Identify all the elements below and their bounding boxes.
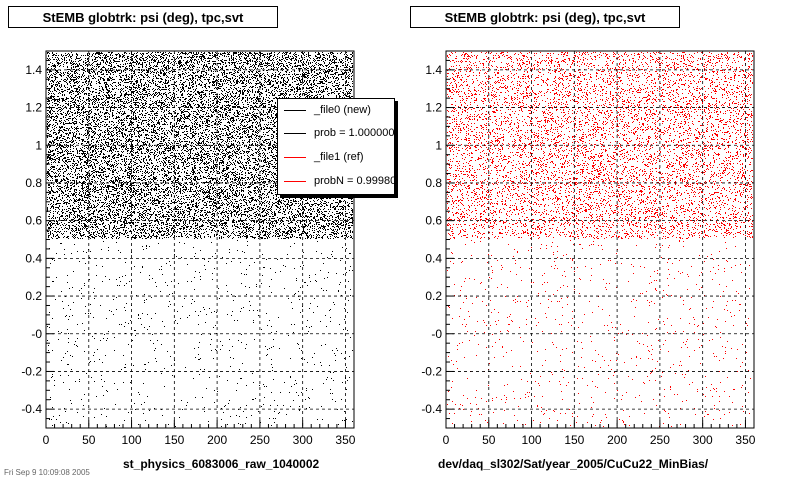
y-tick-label: 0.8: [425, 176, 442, 190]
y-tick-label: 0.4: [425, 251, 442, 265]
legend-entry-file1: _file1 (ref): [278, 148, 394, 166]
x-tick-label: 250: [250, 433, 270, 447]
legend-line-probn: [284, 180, 306, 182]
x-tick-label: 200: [607, 433, 627, 447]
legend-line-file0: [284, 109, 306, 111]
y-tick-label: 0.8: [25, 176, 42, 190]
x-tick-label: 150: [564, 433, 584, 447]
legend-line-prob: [284, 132, 306, 134]
scatter-points: [447, 52, 753, 427]
x-tick-label: 350: [335, 433, 355, 447]
legend-line-file1: [284, 156, 306, 158]
x-tick-label: 50: [482, 433, 496, 447]
y-tick-label: 1.4: [425, 63, 442, 77]
axis-ticks: [45, 50, 355, 429]
legend-label-prob: prob = 1.000000: [314, 127, 395, 139]
y-tick-label: 0.2: [25, 289, 42, 303]
axis-ticks: [445, 50, 755, 429]
scatter-marker-series: [447, 52, 753, 427]
x-tick-label: 0: [443, 433, 450, 447]
x-tick-label: 100: [522, 433, 542, 447]
y-tick-label: 0.6: [425, 214, 442, 228]
scatter-points: [47, 52, 353, 427]
y-tick-label: 1.4: [25, 63, 42, 77]
x-tick-label: 300: [693, 433, 713, 447]
y-tick-label: 1.2: [425, 101, 442, 115]
y-tick-label: 0.2: [425, 289, 442, 303]
legend: _file0 (new) prob = 1.000000 _file1 (ref…: [277, 98, 395, 195]
y-tick-label: 1.2: [25, 101, 42, 115]
y-tick-label: -0.4: [21, 402, 42, 416]
x-tick-label: 350: [735, 433, 755, 447]
date-stamp: Fri Sep 9 10:09:08 2005: [4, 468, 90, 477]
right-x-axis-label: dev/daq_sl302/Sat/year_2005/CuCu22_MinBi…: [438, 457, 709, 471]
legend-entry-probn: probN = 0.999808: [278, 172, 395, 190]
y-tick-label: -0: [431, 327, 442, 341]
y-tick-label: -0.4: [421, 402, 442, 416]
x-tick-label: 200: [207, 433, 227, 447]
grid-lines: [446, 51, 754, 428]
x-tick-label: 100: [122, 433, 142, 447]
x-tick-label: 50: [82, 433, 96, 447]
y-tick-label: 1: [35, 138, 42, 152]
x-tick-label: 150: [164, 433, 184, 447]
x-tick-label: 0: [43, 433, 50, 447]
legend-entry-file0: _file0 (new): [278, 101, 394, 119]
legend-label-file0: _file0 (new): [314, 104, 371, 116]
x-tick-label: 300: [293, 433, 313, 447]
y-tick-label: 1: [435, 138, 442, 152]
left-x-axis-label: st_physics_6083006_raw_1040002: [123, 457, 320, 471]
y-tick-label: -0: [31, 327, 42, 341]
right-plot-title: StEMB globtrk: psi (deg), tpc,svt: [410, 6, 680, 28]
legend-label-probn: probN = 0.999808: [314, 175, 395, 187]
y-tick-label: -0.2: [421, 364, 442, 378]
legend-label-file1: _file1 (ref): [314, 151, 364, 163]
legend-entry-prob: prob = 1.000000: [278, 124, 395, 142]
scatter-marker-series: [47, 52, 353, 427]
y-tick-label: 0.6: [25, 214, 42, 228]
y-tick-label: -0.2: [21, 364, 42, 378]
y-tick-label: 0.4: [25, 251, 42, 265]
plot-frame: [445, 50, 755, 429]
left-plot-title: StEMB globtrk: psi (deg), tpc,svt: [8, 6, 278, 28]
x-tick-label: 250: [650, 433, 670, 447]
